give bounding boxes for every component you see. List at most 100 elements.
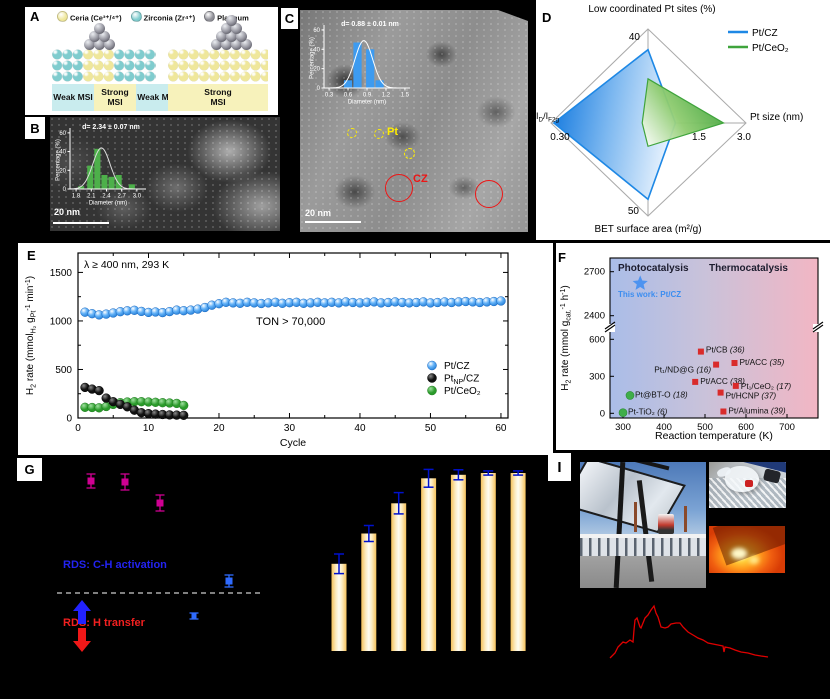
pt-circle-icon [347,128,357,138]
ceria-zirconia-block [52,49,156,82]
svg-text:Pt/ACC (38): Pt/ACC (38) [700,376,745,386]
mast [684,506,687,532]
x-axis-title: Cycle [280,437,306,449]
rds-ch-activation-label: RDS: C-H activation [63,559,167,571]
platinum-atom-icon [83,38,95,50]
reactor-flask-photo [709,462,786,508]
svg-text:Pt/CB (36): Pt/CB (36) [706,345,745,355]
svg-text:Pt-TiO₂ (6): Pt-TiO₂ (6) [628,407,668,417]
platinum-atom-icon [93,38,105,50]
zone-photocatalysis: Photocatalysis [618,263,689,274]
y-axis-title: H2​ rate (mmolH₂​ gPt​-1​ min-1​) [25,276,37,395]
platinum-atom-icon [235,30,247,42]
svg-text:60: 60 [313,28,320,34]
platinum-atom-icon [93,22,105,34]
platinum-atom-icon [210,38,222,50]
bar-2 [391,491,407,651]
svg-text:Pt/Alumina (39): Pt/Alumina (39) [728,406,785,416]
svg-text:Diameter (nm): Diameter (nm) [348,100,386,106]
rate-trace-line [609,604,769,659]
bar-chart-svg [331,468,526,651]
svg-text:Pt/CZ: Pt/CZ [444,361,470,372]
bar-4 [450,469,466,651]
ceria-block [168,49,268,82]
histogram: d= 2.34 ± 0.07 nm 0 20 40 60 1.8 2.1 2.4 2.7 3.0 D… [56,124,146,207]
ceria-sphere-icon [57,11,68,22]
mast [634,502,637,532]
svg-text:Percentage (%): Percentage (%) [310,37,316,79]
svg-text:2700: 2700 [584,267,605,278]
irradiated-reactor-photo [709,526,785,573]
svg-text:3.0: 3.0 [133,194,142,200]
zirconia-spheres [114,49,156,82]
svg-text:40: 40 [59,150,66,156]
outdoor-concentrator-photo [580,462,706,588]
svg-text:0: 0 [66,414,72,425]
series-0 [80,296,506,320]
svg-text:1.5: 1.5 [692,132,706,143]
rds-h-transfer-label: RDS: H transfer [63,617,146,629]
platinum-atom-icon [88,30,100,42]
svg-text:0.9: 0.9 [363,93,372,99]
bar-3 [421,468,437,651]
svg-text:700: 700 [779,422,795,433]
svg-text:2400: 2400 [584,311,605,322]
scale-bar [53,222,109,224]
x-axis-title: Reaction temperature (K) [655,430,773,442]
svg-text:300: 300 [615,422,631,433]
svg-text:Pt/CeO₂: Pt/CeO₂ [752,43,789,54]
zone-thermocatalysis: Thermocatalysis [709,263,788,274]
platinum-atom-icon [98,30,110,42]
svg-text:Diameter (nm): Diameter (nm) [89,201,127,207]
svg-text:Pt@BT-O (18): Pt@BT-O (18) [635,389,688,399]
svg-text:500: 500 [55,365,72,376]
legend-label: Zirconia (Zr⁴⁺) [143,13,196,23]
svg-text:40: 40 [354,423,366,434]
tem-image-b: d= 2.34 ± 0.07 nm 0 20 40 60 1.8 2.1 2.4 2.7 3.0 D… [50,117,280,231]
svg-text:1.2: 1.2 [382,93,391,99]
svg-text:2.4: 2.4 [102,194,111,200]
platinum-atom-icon [230,38,242,50]
svg-text:d= 2.34 ± 0.07 nm: d= 2.34 ± 0.07 nm [82,124,140,131]
svg-text:1000: 1000 [50,316,73,327]
svg-text:BET surface area (m²/g): BET surface area (m²/g) [594,224,701,235]
svg-text:600: 600 [589,334,605,345]
bar-6 [510,470,526,651]
stability-chart-svg: 0 10 20 30 40 50 60 0 500 1000 1500 Cycle H2​ rate (… [25,252,509,449]
svg-text:2.1: 2.1 [87,194,96,200]
kinetics-chart-svg: RDS: C-H activation RDS: H transfer [57,473,263,652]
svg-text:Pt/HCNP (37): Pt/HCNP (37) [726,391,777,401]
ton-annotation: TON > 70,000 [256,316,325,328]
legend-item: Ceria (Ce³⁺/⁴⁺) [57,11,122,23]
platinum-atom-icon [220,38,232,50]
solar-rate-trace [595,595,805,675]
histogram: d= 0.88 ± 0.01 nm 0 20 40 60 0.3 0.6 0.9 1.2 1.5 D… [310,21,410,106]
ceria-spheres [83,49,114,82]
zirconia-spheres [52,49,83,82]
image-corner [498,10,528,21]
bar-chart [290,455,560,699]
svg-text:d= 0.88 ± 0.01 nm: d= 0.88 ± 0.01 nm [341,21,399,28]
stability-chart: 0 10 20 30 40 50 60 0 500 1000 1500 Cycle H2​ rate (… [18,243,553,460]
y-axis-title: H2​ rate (mmol gcat.​-1​ h-1​) [560,285,572,391]
blue-series [189,574,234,620]
svg-text:40: 40 [313,47,320,53]
platinum-atom-icon [103,38,115,50]
bar-0 [331,553,347,651]
kinetics-chart: RDS: C-H activation RDS: H transfer [18,458,285,699]
cz-circle-icon [475,180,503,208]
scale-bar [305,221,361,223]
msi-label: Strong MSI [94,84,136,111]
svg-text:0: 0 [63,187,67,193]
magenta-series [86,473,165,512]
svg-text:500: 500 [697,422,713,433]
svg-text:Pt/CeO₂: Pt/CeO₂ [444,386,481,397]
platinum-atom-icon [225,30,237,42]
radar-chart-svg: Low coordinated Pt sites (%) 40 Pt size (n… [536,4,803,235]
down-arrow-icon [73,628,91,652]
svg-text:Pt/ACC (35): Pt/ACC (35) [740,357,785,367]
radar-chart: Low coordinated Pt sites (%) 40 Pt size (n… [536,0,830,245]
this-work-star-icon [632,275,648,290]
bar-1 [361,524,377,651]
svg-text:600: 600 [738,422,754,433]
